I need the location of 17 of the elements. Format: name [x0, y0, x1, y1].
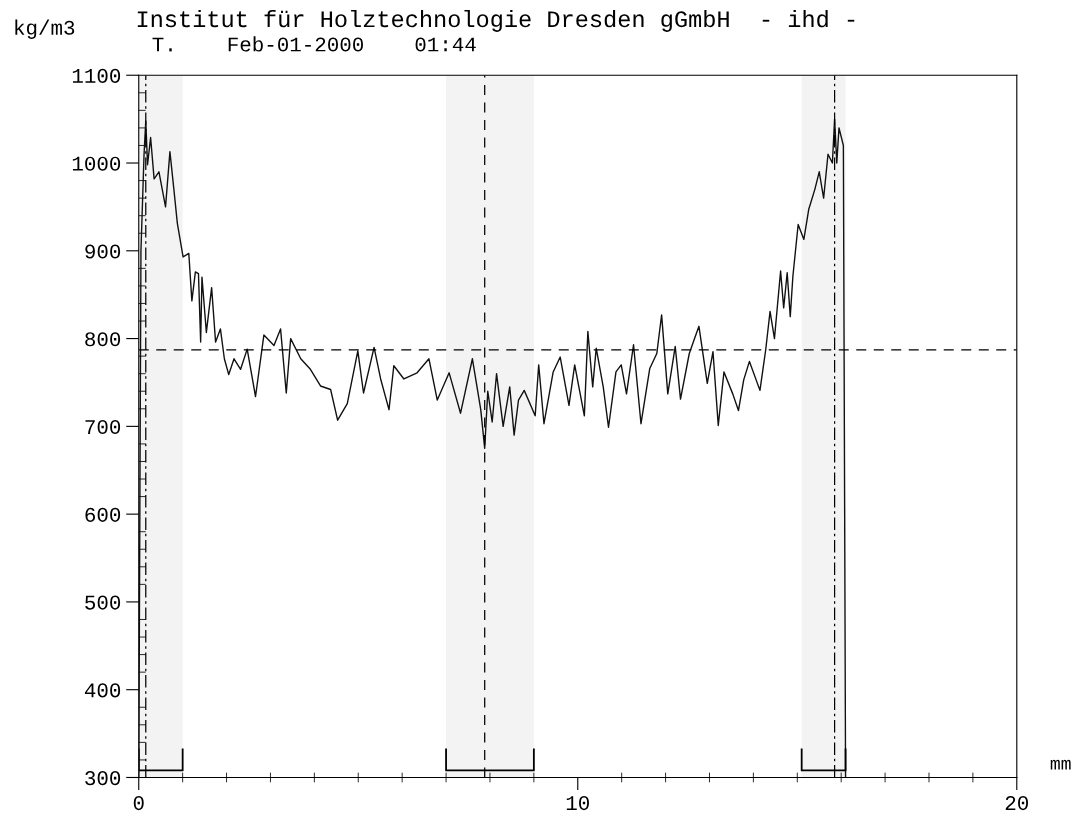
- y-tick-label: 1000: [72, 156, 121, 171]
- line-series: [138, 118, 847, 778]
- x-axis-title: mm: [1050, 759, 1071, 770]
- y-tick-label: 900: [85, 244, 121, 259]
- y-axis-title: kg/m3: [15, 19, 75, 39]
- chart-title: Institut für Holztechnologie Dresden gGmbH - ihd -: [137, 9, 855, 32]
- y-tick-label: 300: [85, 771, 121, 786]
- y-tick-label: 800: [85, 332, 121, 347]
- y-tick-label: 500: [85, 595, 121, 610]
- x-tick-label: 10: [566, 796, 589, 811]
- x-tick-label: 20: [1005, 796, 1029, 811]
- x-tick-label: 0: [133, 796, 144, 811]
- chart-subtitle: T. Feb-01-2000 01:44: [152, 36, 476, 52]
- y-tick-label: 700: [85, 419, 121, 435]
- y-tick-label: 600: [85, 507, 121, 522]
- y-tick-label: 400: [84, 683, 121, 698]
- y-tick-label: 1100: [72, 68, 121, 83]
